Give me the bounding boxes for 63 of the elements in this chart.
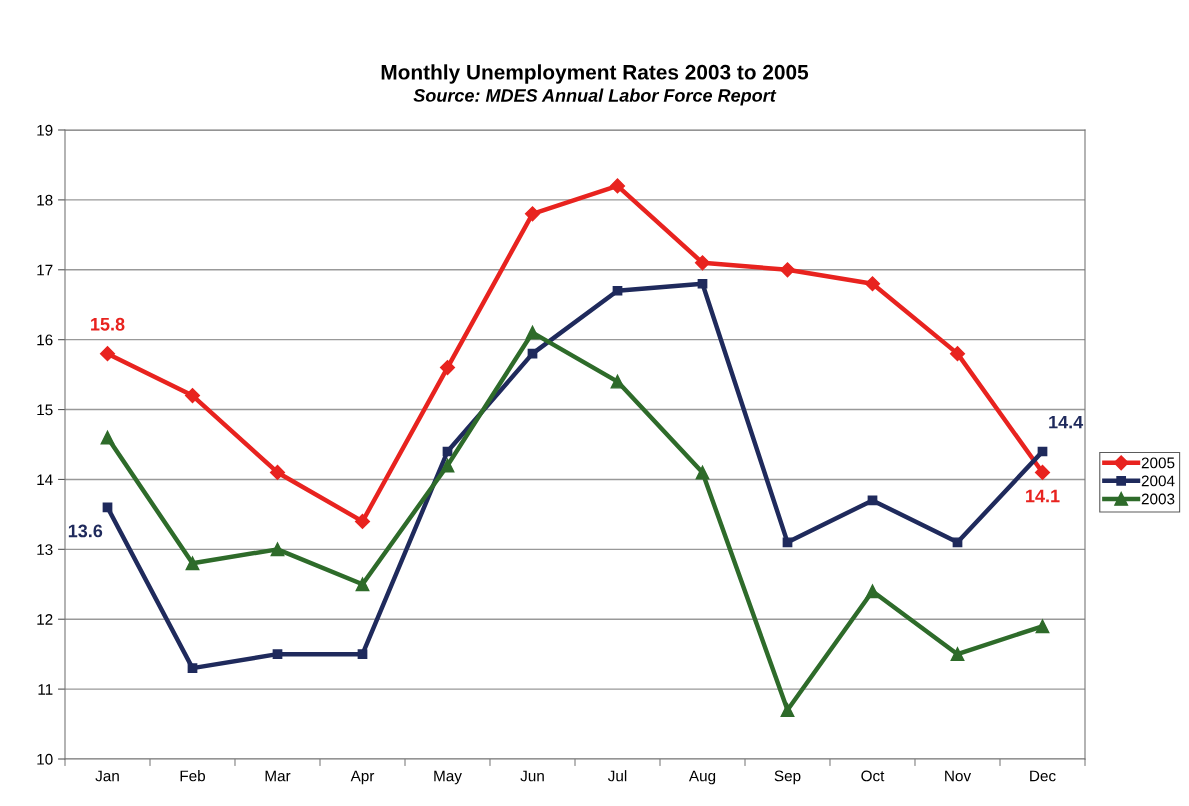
chart-title: Monthly Unemployment Rates 2003 to 2005 bbox=[381, 64, 809, 84]
point bbox=[609, 178, 626, 194]
legend-label: 2003 bbox=[1141, 493, 1175, 505]
point bbox=[697, 278, 708, 289]
y-tick-label: 12 bbox=[37, 614, 53, 625]
y-tick-label: 18 bbox=[37, 194, 53, 206]
point bbox=[612, 285, 623, 296]
point bbox=[610, 374, 625, 389]
point bbox=[949, 346, 966, 362]
x-tick-label: Jan bbox=[95, 770, 119, 782]
point bbox=[952, 537, 963, 548]
point bbox=[357, 649, 368, 660]
data-label: 14.1 bbox=[1026, 489, 1060, 503]
point bbox=[695, 465, 710, 480]
x-tick-label: Sep bbox=[774, 770, 801, 785]
data-label: 13.6 bbox=[68, 524, 103, 538]
x-tick-label: May bbox=[434, 770, 462, 785]
legend-label: 2005 bbox=[1141, 457, 1175, 469]
legend-label: 2004 bbox=[1141, 475, 1175, 487]
point bbox=[440, 458, 455, 473]
source-note: Source: MDES Annual Labor Force Report bbox=[413, 88, 777, 106]
point bbox=[865, 584, 880, 599]
x-tick-label: Jun bbox=[520, 770, 544, 782]
y-tick-label: 10 bbox=[37, 753, 53, 765]
y-tick-label: 17 bbox=[37, 264, 53, 276]
y-tick-label: 15 bbox=[37, 404, 53, 416]
x-tick-label: Mar bbox=[265, 770, 291, 782]
point bbox=[524, 206, 541, 222]
x-tick-label: Nov bbox=[945, 770, 972, 782]
point bbox=[864, 276, 881, 292]
point bbox=[527, 348, 538, 359]
point bbox=[272, 649, 283, 660]
y-tick-label: 13 bbox=[37, 544, 53, 556]
x-tick-label: Aug bbox=[688, 770, 716, 785]
point bbox=[99, 346, 116, 362]
x-tick-label: Oct bbox=[861, 770, 885, 782]
point bbox=[269, 464, 286, 481]
x-tick-label: Jul bbox=[607, 770, 627, 782]
point bbox=[100, 430, 115, 445]
point bbox=[184, 388, 201, 404]
point bbox=[782, 537, 793, 548]
point bbox=[525, 325, 540, 340]
y-tick-label: 11 bbox=[38, 684, 53, 695]
point bbox=[694, 255, 711, 271]
point bbox=[1034, 464, 1051, 481]
point bbox=[185, 556, 200, 571]
point bbox=[354, 513, 371, 529]
point bbox=[1035, 619, 1050, 634]
y-tick-label: 19 bbox=[37, 124, 53, 136]
point bbox=[780, 703, 795, 718]
point bbox=[950, 647, 965, 662]
x-tick-label: Feb bbox=[180, 770, 206, 782]
data-label: 15.8 bbox=[91, 317, 125, 331]
y-tick-label: 14 bbox=[37, 474, 53, 485]
point bbox=[187, 663, 198, 674]
point bbox=[270, 542, 285, 557]
data-label: 14.4 bbox=[1049, 415, 1084, 429]
point bbox=[779, 262, 796, 278]
x-tick-label: Apr bbox=[350, 770, 375, 785]
point bbox=[355, 577, 370, 592]
point bbox=[439, 360, 456, 376]
y-tick-label: 16 bbox=[37, 334, 53, 346]
x-tick-label: Dec bbox=[1030, 770, 1056, 782]
